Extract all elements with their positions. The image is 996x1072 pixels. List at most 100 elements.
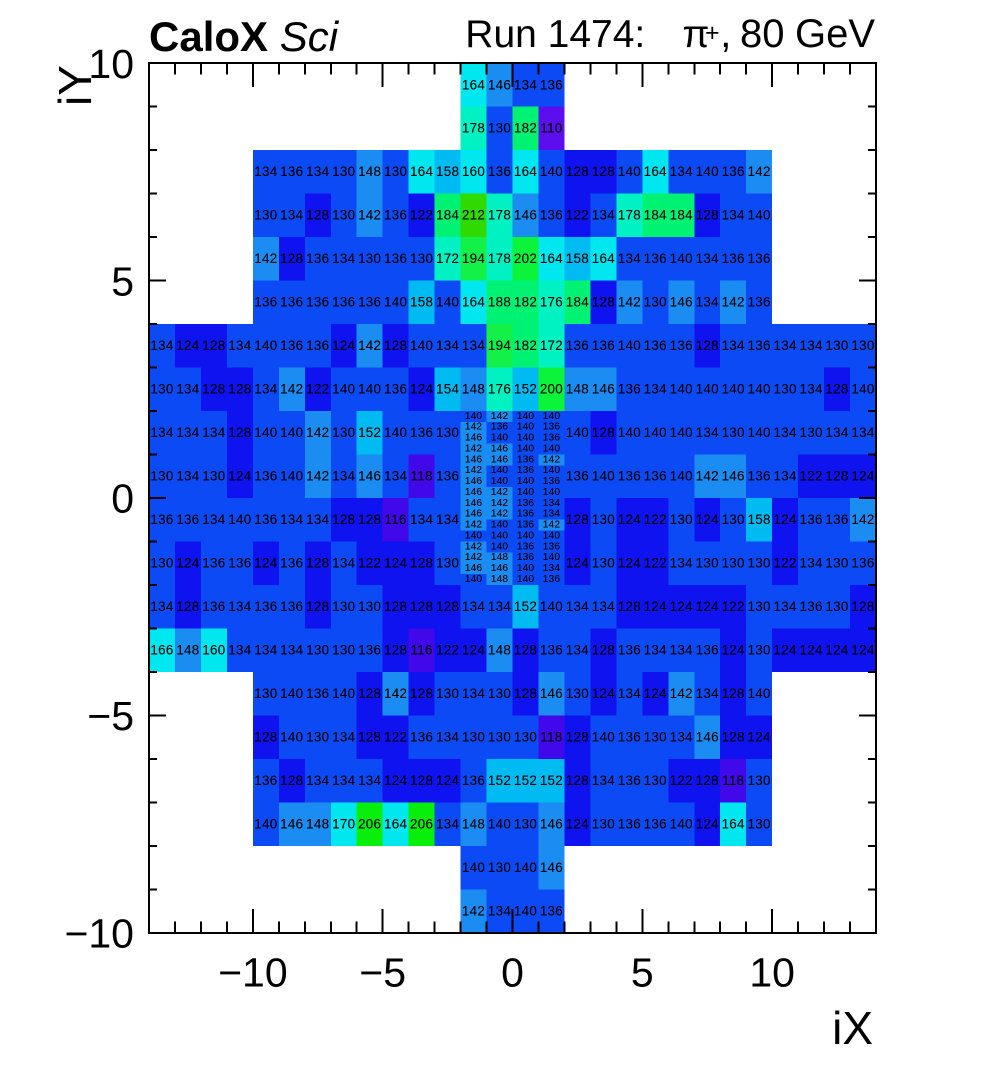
svg-text:142: 142 [358,338,381,353]
svg-text:140: 140 [592,469,615,484]
svg-text:140: 140 [465,574,483,585]
svg-text:140: 140 [517,422,535,433]
svg-text:140: 140 [748,208,771,223]
svg-text:122: 122 [410,208,433,223]
svg-text:140: 140 [543,552,561,563]
svg-text:146: 146 [465,487,483,498]
svg-text:136: 136 [254,773,277,788]
svg-text:146: 146 [696,730,719,745]
svg-text:140: 140 [696,164,719,179]
svg-text:148: 148 [491,552,509,563]
svg-text:130: 130 [748,556,771,571]
svg-text:178: 178 [488,208,511,223]
svg-text:148: 148 [488,643,511,658]
svg-text:122: 122 [644,556,667,571]
svg-text:134: 134 [176,382,199,397]
svg-text:146: 146 [465,454,483,465]
svg-text:130: 130 [592,512,615,527]
svg-text:130: 130 [254,208,277,223]
svg-text:140: 140 [540,599,563,614]
svg-text:136: 136 [851,556,874,571]
svg-text:140: 140 [748,686,771,701]
svg-text:134: 134 [773,338,796,353]
svg-text:134: 134 [254,382,277,397]
svg-text:140: 140 [543,465,561,476]
svg-text:124: 124 [644,599,667,614]
svg-text:134: 134 [644,643,667,658]
svg-text:200: 200 [540,382,563,397]
svg-text:176: 176 [540,295,563,310]
svg-text:134: 134 [696,295,719,310]
svg-text:134: 134 [488,599,511,614]
svg-text:184: 184 [670,208,693,223]
svg-text:134: 134 [773,469,796,484]
svg-text:140: 140 [517,411,535,422]
svg-text:124: 124 [670,599,693,614]
svg-text:134: 134 [670,643,693,658]
svg-text:136: 136 [254,512,277,527]
svg-text:136: 136 [410,425,433,440]
svg-text:152: 152 [514,599,537,614]
svg-text:142: 142 [462,904,485,919]
svg-text:140: 140 [543,530,561,541]
svg-text:128: 128 [228,425,251,440]
svg-text:118: 118 [540,730,562,745]
svg-text:134: 134 [696,686,719,701]
svg-text:134: 134 [462,599,485,614]
svg-text:124: 124 [436,773,459,788]
svg-text:134: 134 [202,512,225,527]
svg-text:146: 146 [491,443,509,454]
svg-text:140: 140 [254,338,277,353]
svg-text:134: 134 [254,164,277,179]
svg-text:124: 124 [228,469,251,484]
svg-text:140: 140 [851,382,874,397]
svg-text:140: 140 [332,686,355,701]
svg-text:134: 134 [228,599,251,614]
svg-text:130: 130 [436,686,459,701]
svg-text:148: 148 [462,817,485,832]
svg-text:124: 124 [748,730,771,745]
svg-text:130: 130 [825,338,848,353]
svg-text:146: 146 [592,382,615,397]
svg-text:140: 140 [618,164,641,179]
svg-text:136: 136 [722,164,745,179]
svg-text:202: 202 [514,251,537,266]
svg-text:154: 154 [436,382,459,397]
svg-text:134: 134 [306,164,329,179]
svg-text:140: 140 [254,817,277,832]
svg-text:140: 140 [280,686,303,701]
svg-text:140: 140 [748,382,771,397]
svg-text:122: 122 [773,556,796,571]
svg-text:124: 124 [696,512,719,527]
svg-text:136: 136 [488,164,511,179]
svg-text:128: 128 [592,164,615,179]
svg-text:136: 136 [618,773,641,788]
svg-text:136: 136 [566,338,589,353]
svg-text:136: 136 [540,77,563,92]
svg-text:140: 140 [384,425,407,440]
svg-text:158: 158 [410,295,433,310]
svg-text:134: 134 [644,382,667,397]
svg-text:182: 182 [514,295,537,310]
svg-text:130: 130 [488,860,511,875]
svg-text:136: 136 [696,643,719,658]
svg-text:134: 134 [280,643,303,658]
svg-text:142: 142 [465,552,483,563]
svg-text:128: 128 [306,208,329,223]
svg-text:134: 134 [228,338,251,353]
svg-text:128: 128 [384,599,407,614]
svg-text:130: 130 [825,556,848,571]
svg-text:130: 130 [332,208,355,223]
svg-text:146: 146 [488,77,511,92]
svg-text:130: 130 [150,469,173,484]
svg-text:128: 128 [851,599,874,614]
svg-text:134: 134 [150,425,173,440]
svg-text:136: 136 [748,295,771,310]
svg-text:5: 5 [111,258,134,304]
svg-text:130: 130 [825,599,848,614]
svg-text:142: 142 [465,541,483,552]
svg-text:134: 134 [566,643,589,658]
svg-text:128: 128 [358,512,381,527]
svg-text:130: 130 [748,817,771,832]
svg-text:136: 136 [543,574,561,585]
